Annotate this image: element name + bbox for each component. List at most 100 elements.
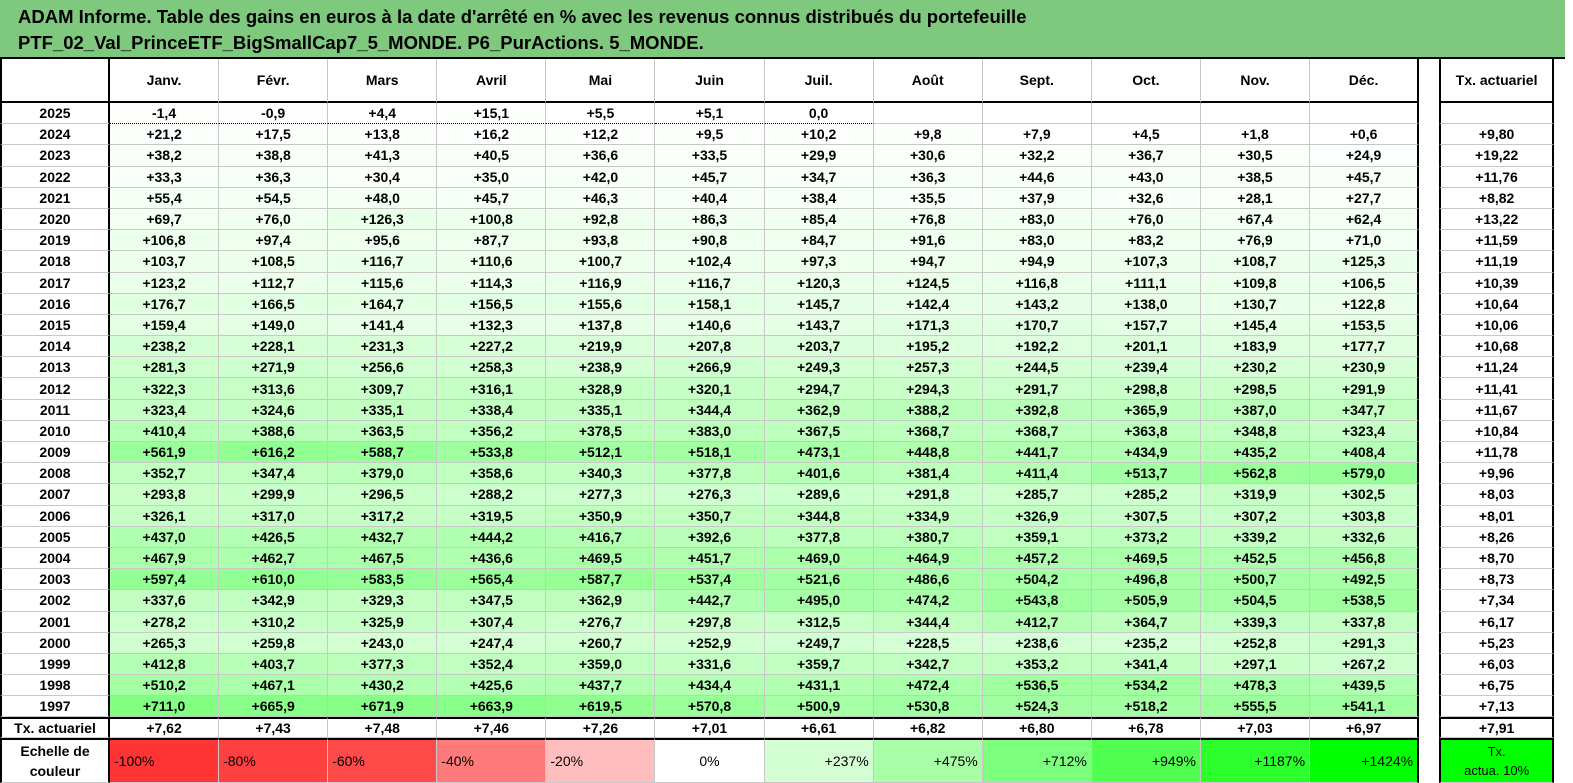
gain-cell: +362,9 xyxy=(546,590,656,612)
gain-cell: +257,3 xyxy=(873,357,983,379)
gain-cell: +112,7 xyxy=(219,272,329,294)
gain-cell: +166,5 xyxy=(219,293,329,315)
column-spacer xyxy=(1419,187,1440,209)
gain-cell: +67,4 xyxy=(1200,208,1311,231)
gain-cell: +4,4 xyxy=(328,103,438,125)
gain-cell: +359,7 xyxy=(764,653,874,676)
tx-actuariel-cell: +11,41 xyxy=(1439,378,1555,400)
gain-cell: +97,3 xyxy=(764,251,874,273)
gain-cell: +34,7 xyxy=(764,166,874,188)
year-label: 2015 xyxy=(0,314,110,337)
gain-cell: +344,4 xyxy=(873,611,983,633)
gain-cell: +9,5 xyxy=(655,124,765,146)
tx-actuariel-cell: +8,03 xyxy=(1439,484,1555,506)
gain-cell: +435,2 xyxy=(1200,442,1311,464)
gain-cell: +102,4 xyxy=(655,251,765,273)
gain-cell: +137,8 xyxy=(546,314,656,337)
gain-cell: +35,0 xyxy=(437,166,547,188)
gain-cell: +54,5 xyxy=(219,187,329,209)
gain-cell: +55,4 xyxy=(110,187,220,209)
gain-cell: +93,8 xyxy=(546,230,656,252)
gain-cell: +332,6 xyxy=(1310,526,1420,548)
gain-cell: +83,2 xyxy=(1091,230,1201,252)
gain-cell: +291,9 xyxy=(1310,378,1420,400)
gain-cell: +541,1 xyxy=(1310,696,1420,718)
gain-cell: +266,9 xyxy=(655,357,765,379)
gain-cell: +324,6 xyxy=(219,399,329,421)
footer-tx-cell: +7,03 xyxy=(1200,717,1311,739)
gain-cell: +37,9 xyxy=(982,187,1092,209)
month-header: Août xyxy=(873,59,983,103)
column-spacer xyxy=(1419,463,1440,485)
gain-cell xyxy=(873,103,983,125)
gain-cell: +536,5 xyxy=(982,675,1092,697)
gain-cell: +86,3 xyxy=(655,208,765,231)
footer-tx-cell: +7,46 xyxy=(437,717,547,739)
gain-cell: +711,0 xyxy=(110,696,220,718)
gain-cell: +294,3 xyxy=(873,378,983,400)
footer-tx-total: +7,91 xyxy=(1439,717,1555,739)
gain-cell: +342,7 xyxy=(873,653,983,676)
gain-cell: +259,8 xyxy=(219,632,329,654)
gain-cell: +291,8 xyxy=(873,484,983,506)
gain-cell: +359,1 xyxy=(982,526,1092,548)
gain-cell: +85,4 xyxy=(764,208,874,231)
report-title-line-2: PTF_02_Val_PrinceETF_BigSmallCap7_5_MOND… xyxy=(18,32,704,53)
gain-cell: +408,4 xyxy=(1310,442,1420,464)
gain-cell: +543,8 xyxy=(982,590,1092,612)
gain-cell: -0,9 xyxy=(219,103,329,125)
gain-cell: +228,1 xyxy=(219,336,329,358)
gain-cell: +123,2 xyxy=(110,272,220,294)
gain-cell: +40,4 xyxy=(655,187,765,209)
gain-cell: +115,6 xyxy=(328,272,438,294)
gain-cell: +45,7 xyxy=(655,166,765,188)
gain-cell: +307,2 xyxy=(1200,505,1311,527)
color-scale-swatch: -40% xyxy=(437,738,547,783)
gain-cell: +103,7 xyxy=(110,251,220,273)
gain-cell: +364,7 xyxy=(1091,611,1201,633)
gain-cell: +341,4 xyxy=(1091,653,1201,676)
gain-cell: +252,9 xyxy=(655,632,765,654)
gain-cell: +377,3 xyxy=(328,653,438,676)
tx-actuariel-cell: +6,03 xyxy=(1439,653,1555,676)
tx-actuariel-cell: +11,24 xyxy=(1439,357,1555,379)
gain-cell: +5,5 xyxy=(546,103,656,125)
gain-cell: +108,7 xyxy=(1200,251,1311,273)
tx-actuariel-header: Tx. actuariel xyxy=(1439,59,1555,103)
column-spacer xyxy=(1419,696,1440,718)
gain-cell: +149,0 xyxy=(219,314,329,337)
gain-cell: +76,0 xyxy=(1091,208,1201,231)
gain-cell: +570,8 xyxy=(655,696,765,718)
gain-cell: +126,3 xyxy=(328,208,438,231)
gain-cell: +331,6 xyxy=(655,653,765,676)
gain-cell: +130,7 xyxy=(1200,293,1311,315)
gain-cell: +451,7 xyxy=(655,547,765,570)
gain-cell: +316,1 xyxy=(437,378,547,400)
year-label: 2005 xyxy=(0,526,110,548)
gain-cell: +381,4 xyxy=(873,463,983,485)
gain-cell: +44,6 xyxy=(982,166,1092,188)
gain-cell: +276,3 xyxy=(655,484,765,506)
gain-cell: +533,8 xyxy=(437,442,547,464)
gain-cell: +436,6 xyxy=(437,547,547,570)
gain-cell: +267,2 xyxy=(1310,653,1420,676)
gain-cell: +116,9 xyxy=(546,272,656,294)
gain-cell: +437,0 xyxy=(110,526,220,548)
gain-cell: +323,4 xyxy=(110,399,220,421)
gain-cell: +7,9 xyxy=(982,124,1092,146)
gain-cell: +310,2 xyxy=(219,611,329,633)
month-header: Janv. xyxy=(110,59,220,103)
gain-cell: +155,6 xyxy=(546,293,656,315)
gain-cell: +83,0 xyxy=(982,230,1092,252)
gain-cell: +230,9 xyxy=(1310,357,1420,379)
column-spacer xyxy=(1419,547,1440,570)
gain-cell: +271,9 xyxy=(219,357,329,379)
gain-cell: +387,0 xyxy=(1200,399,1311,421)
gain-cell: +32,6 xyxy=(1091,187,1201,209)
year-label: 2020 xyxy=(0,208,110,231)
year-label: 2025 xyxy=(0,103,110,125)
gain-cell: +38,8 xyxy=(219,145,329,167)
gain-cell: +538,5 xyxy=(1310,590,1420,612)
gain-cell: +176,7 xyxy=(110,293,220,315)
year-label: 2007 xyxy=(0,484,110,506)
